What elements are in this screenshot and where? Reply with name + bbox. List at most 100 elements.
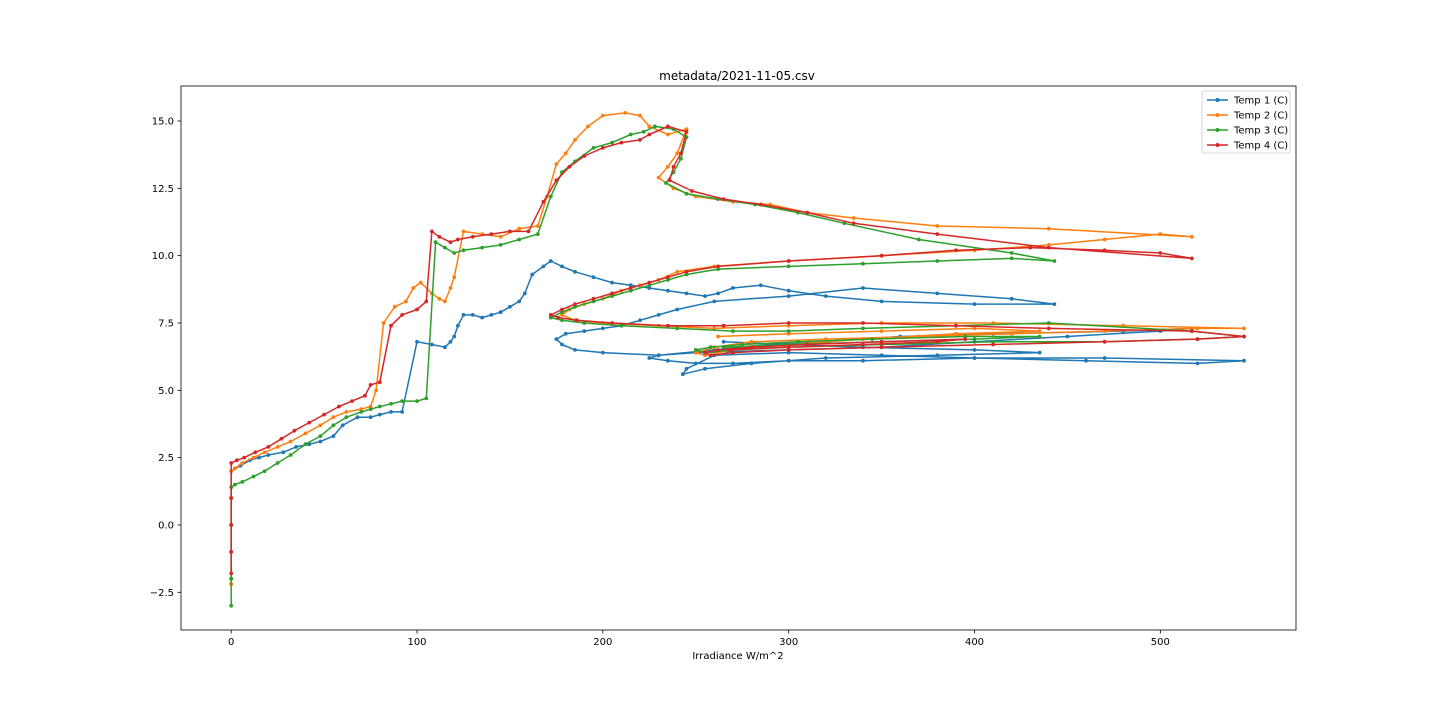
data-point [1009,296,1014,301]
data-point [1037,350,1042,355]
data-point [377,412,382,417]
data-point [415,399,419,403]
data-point [1084,358,1088,363]
y-tick-label: 12.5 [152,184,174,195]
data-point [582,321,587,325]
data-point [322,412,326,417]
data-point [368,407,373,412]
data-point [786,264,791,269]
data-point [443,345,447,350]
data-point [740,342,745,347]
data-point [1046,245,1051,250]
data-point [786,345,791,350]
data-point [680,372,685,377]
data-point [721,345,726,350]
series-line [230,125,1245,606]
data-point [879,345,884,350]
data-point [233,466,237,471]
data-point [666,288,670,293]
data-point [653,124,657,129]
data-point [448,339,453,344]
data-point [400,399,404,403]
data-point [749,339,754,344]
data-point [1028,245,1033,250]
data-point [262,469,267,473]
legend-box [1201,90,1291,154]
x-tick-label: 200 [593,637,612,648]
data-point [452,251,457,255]
data-point [517,226,522,231]
legend-marker [1215,143,1220,147]
data-point [879,253,884,258]
data-point [560,313,564,317]
data-point [716,334,720,339]
data-point [1009,251,1014,255]
data-point [610,280,614,285]
data-point [708,345,713,350]
data-point [456,237,460,242]
data-point [368,404,373,409]
data-point [647,280,652,285]
data-point [716,348,720,352]
x-tick-label: 0 [228,637,234,648]
data-point [954,248,958,253]
y-tick-label: 7.5 [158,318,174,329]
data-point [535,232,540,237]
data-point [628,286,633,290]
data-point [991,339,995,344]
data-point [430,342,434,347]
data-point [684,272,689,277]
data-point [935,291,940,296]
data-point [638,318,642,323]
data-point [461,313,466,317]
chart-title: metadata/2021-11-05.csv [659,69,815,83]
data-point [275,461,280,465]
data-point [1195,337,1200,341]
data-point [703,366,707,371]
legend-entry: Temp 4 (C) [1233,141,1288,152]
data-point [879,329,884,333]
data-point [749,345,754,350]
data-point [480,245,484,250]
data-point [721,197,726,202]
data-point [563,151,568,156]
data-point [573,348,577,352]
data-point [610,291,614,296]
data-point [786,294,791,298]
data-point [498,243,503,247]
data-point [456,323,460,328]
data-point [470,313,475,317]
data-point [548,194,553,199]
data-point [796,339,800,344]
data-point [666,132,670,137]
data-point [586,124,590,129]
data-point [641,129,646,134]
data-point [292,428,297,433]
data-point [526,229,531,234]
data-point [656,175,661,180]
data-point [638,138,642,142]
data-point [647,132,652,137]
data-point [972,356,977,360]
data-point [517,237,522,242]
data-point [656,353,661,358]
data-point [667,178,672,183]
data-point [591,299,596,304]
data-point [448,240,453,245]
data-point [731,329,735,333]
data-point [619,323,624,328]
data-point [229,496,234,500]
data-point [389,401,393,406]
data-point [554,337,559,341]
data-point [935,353,940,358]
data-point [1065,334,1070,339]
data-point [480,315,484,320]
data-point [337,404,341,409]
legend-marker [1215,98,1220,102]
data-point [556,315,561,320]
data-point [963,334,968,339]
data-point [582,154,587,158]
data-point [1195,361,1200,366]
legend: Temp 1 (C) Temp 2 (C) Temp 3 (C) Temp 4 (C) [1201,90,1291,154]
data-point [666,124,670,129]
